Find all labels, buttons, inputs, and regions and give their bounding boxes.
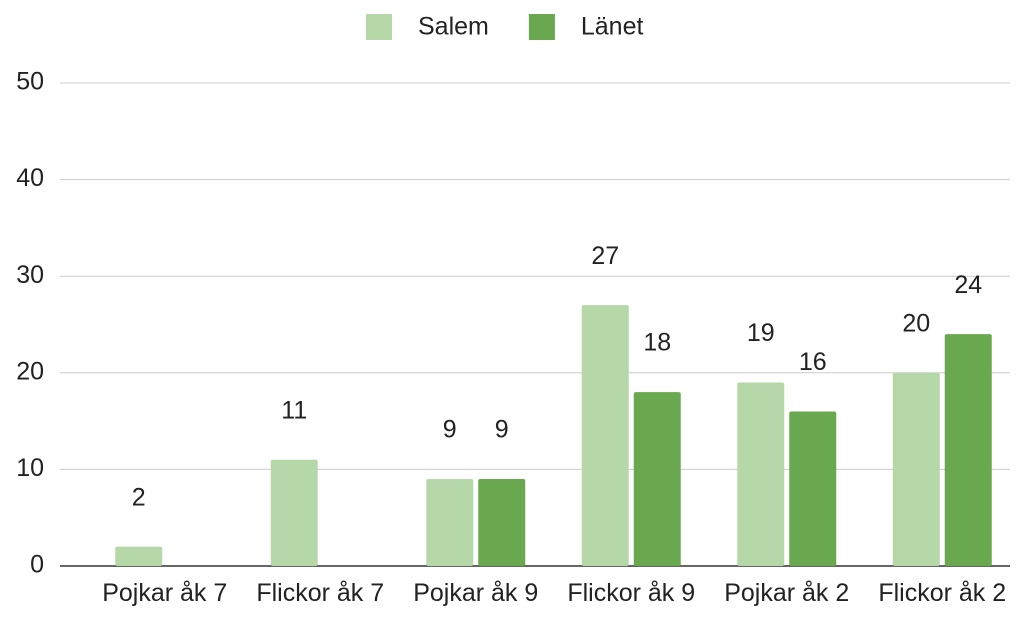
data-label: 20 xyxy=(902,309,930,337)
data-label: 19 xyxy=(747,319,775,347)
x-tick-label: Pojkar åk 2 xyxy=(724,579,850,607)
bar xyxy=(115,546,163,566)
bar xyxy=(633,392,681,566)
y-tick-label: 0 xyxy=(30,551,44,579)
bar xyxy=(270,459,318,566)
y-tick-label: 30 xyxy=(16,261,44,289)
data-label: 11 xyxy=(281,396,307,424)
x-tick-label: Flickor åk 9 xyxy=(567,579,696,607)
bar xyxy=(892,372,940,566)
data-label: 27 xyxy=(591,242,619,270)
y-tick-label: 10 xyxy=(16,454,44,482)
y-tick-label: 40 xyxy=(16,164,44,192)
legend-label: Salem xyxy=(418,13,489,41)
data-label: 16 xyxy=(799,348,827,376)
x-tick-label: Flickor åk 7 xyxy=(256,579,385,607)
bar xyxy=(426,479,474,566)
data-label: 9 xyxy=(495,416,509,444)
bar xyxy=(581,305,629,566)
data-label: 24 xyxy=(954,271,982,299)
y-tick-label: 20 xyxy=(16,357,44,385)
legend-swatch xyxy=(528,14,555,40)
x-tick-label: Flickor åk 2 xyxy=(878,579,1007,607)
data-label: 2 xyxy=(132,483,146,511)
bar xyxy=(944,334,992,566)
bar xyxy=(478,479,526,566)
bar xyxy=(789,411,837,566)
x-tick-label: Pojkar åk 9 xyxy=(413,579,539,607)
legend-swatch xyxy=(366,14,392,40)
data-label: 18 xyxy=(643,329,671,357)
y-tick-label: 50 xyxy=(16,68,44,96)
bar xyxy=(737,382,785,566)
legend-label: Länet xyxy=(581,13,644,41)
data-label: 9 xyxy=(443,416,457,444)
x-tick-label: Pojkar åk 7 xyxy=(102,579,228,607)
